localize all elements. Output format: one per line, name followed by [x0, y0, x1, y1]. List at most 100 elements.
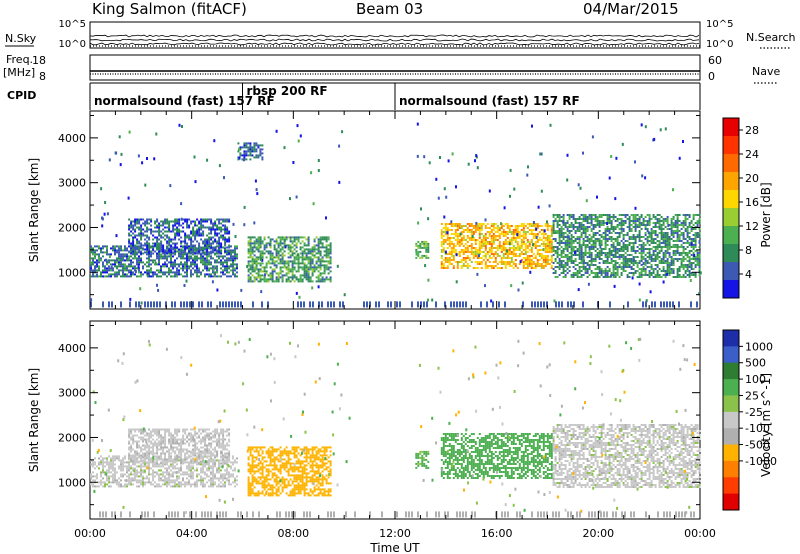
power-cell — [536, 261, 539, 263]
power-cell — [129, 297, 132, 301]
power-cell — [638, 276, 641, 278]
power-cell — [142, 265, 144, 268]
power-cell — [684, 214, 687, 216]
velocity-cell — [140, 467, 142, 470]
power-cell — [110, 269, 112, 272]
power-cell — [92, 275, 94, 278]
power-cell — [480, 261, 483, 263]
power-cell — [540, 152, 543, 156]
power-cell — [486, 259, 489, 261]
power-cell — [200, 224, 203, 227]
power-cell — [670, 260, 673, 262]
velocity-cell — [124, 479, 126, 482]
power-cell — [427, 244, 430, 247]
power-cell — [220, 250, 223, 253]
freq-traces — [90, 70, 700, 75]
power-cell — [297, 264, 300, 267]
power-cell — [654, 301, 656, 308]
power-cell — [548, 225, 551, 227]
power-cell — [327, 256, 330, 259]
power-cell — [662, 270, 665, 272]
power-cell — [172, 255, 174, 258]
power-cell — [305, 244, 308, 247]
power-cell — [243, 205, 246, 209]
power-cell — [265, 262, 268, 265]
power-cell — [196, 259, 198, 262]
power-cell — [116, 275, 118, 278]
power-cell — [289, 240, 292, 243]
power-cell — [492, 301, 494, 308]
velocity-cell — [128, 475, 130, 478]
power-cell — [490, 225, 493, 227]
power-cell — [504, 261, 507, 263]
power-cell — [498, 227, 501, 229]
power-cell — [194, 263, 196, 266]
power-cell — [156, 220, 159, 223]
power-cell — [566, 238, 569, 240]
power-cell — [494, 223, 497, 225]
power-cell — [572, 236, 575, 238]
power-cell — [506, 243, 509, 245]
power-cell — [584, 234, 587, 236]
power-cell — [363, 301, 365, 308]
power-cell — [528, 233, 531, 235]
power-cell — [670, 220, 673, 222]
velocity-cell — [118, 457, 120, 460]
power-cell — [506, 253, 509, 255]
power-cell — [538, 263, 541, 265]
power-cell — [626, 246, 629, 248]
power-cell — [498, 241, 501, 243]
power-cell — [232, 271, 234, 274]
power-cell — [295, 195, 298, 199]
power-cell — [174, 248, 177, 251]
power-cell — [210, 275, 212, 278]
power-cell — [291, 278, 294, 281]
power-cell — [662, 240, 665, 242]
power-cell — [556, 220, 559, 222]
power-cell — [580, 270, 583, 272]
power-cell — [666, 250, 669, 252]
power-cell — [230, 259, 232, 262]
power-cell — [166, 265, 168, 268]
power-cell — [475, 154, 478, 158]
velocity-cell — [132, 479, 134, 482]
power-cell — [494, 251, 497, 253]
power-cell — [664, 218, 667, 220]
power-cell — [620, 224, 623, 226]
power-cell — [590, 244, 593, 246]
power-cell — [192, 234, 195, 237]
power-cell — [680, 244, 683, 246]
power-cell — [590, 248, 593, 250]
power-cell — [232, 267, 234, 270]
power-cell — [122, 265, 124, 268]
power-cell — [257, 154, 260, 157]
power-cell — [526, 261, 529, 263]
power-cell — [572, 224, 575, 226]
power-cell — [612, 214, 615, 216]
power-cell — [144, 242, 147, 245]
power-cell — [646, 256, 649, 258]
power-cell — [464, 265, 467, 267]
power-cell — [176, 228, 179, 231]
power-cell — [251, 266, 254, 269]
velocity-cell — [90, 473, 92, 476]
power-cell — [114, 247, 116, 250]
power-cell — [570, 301, 572, 308]
power-cell — [552, 248, 555, 250]
power-cell — [664, 254, 667, 256]
velocity-cell — [128, 479, 130, 482]
power-cell — [279, 244, 282, 247]
power-cell — [299, 266, 302, 269]
power-cell — [544, 257, 547, 259]
power-cell — [138, 232, 141, 235]
power-cell — [426, 301, 428, 308]
power-cell — [676, 250, 679, 252]
power-cell — [297, 258, 300, 261]
power-cell — [97, 257, 100, 261]
power-cell — [253, 156, 256, 159]
power-cell — [130, 234, 133, 237]
power-cell — [198, 252, 201, 255]
power-cell — [452, 247, 455, 249]
power-cell — [662, 260, 665, 262]
power-cell — [616, 218, 619, 220]
